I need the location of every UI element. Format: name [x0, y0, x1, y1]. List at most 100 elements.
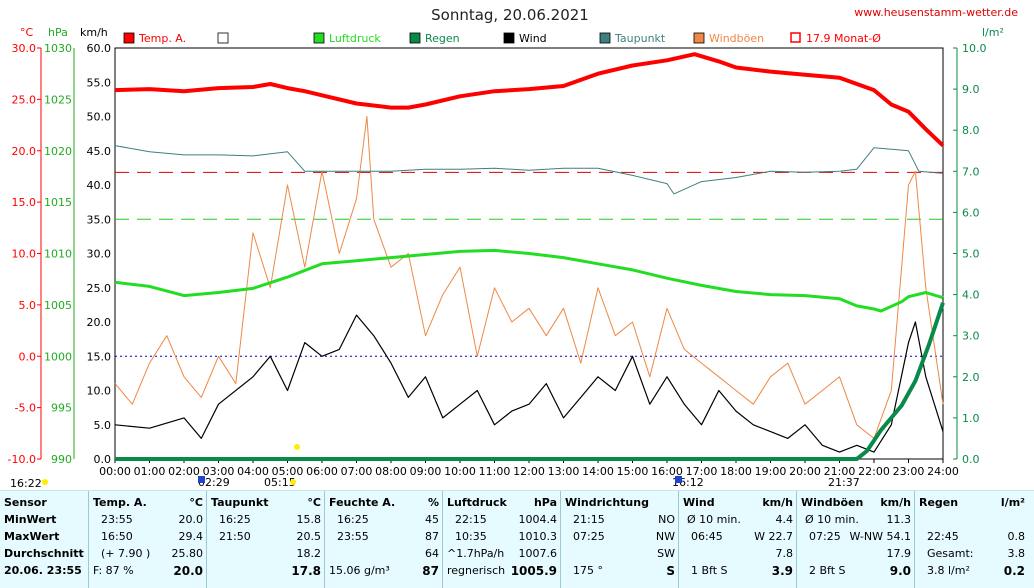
time-tick-label: 09:00 [410, 465, 442, 478]
time-tick-label: 10:00 [444, 465, 476, 478]
temp-now-row: F: 87 % 20.0 [93, 564, 203, 578]
rain-tick-label: 10.0 [962, 42, 987, 55]
regen-now-row: 3.8 l/m² 0.2 [927, 564, 1025, 578]
time-tick-label: 11:00 [479, 465, 511, 478]
legend-swatch [409, 32, 421, 44]
feuchte-avg-row: 64 [425, 547, 439, 560]
rain-tick-label: 6.0 [962, 206, 980, 219]
time-tick-label: 04:00 [237, 465, 269, 478]
taup-min-row: 16:25 15.8 [219, 513, 321, 526]
legend-swatch [217, 32, 229, 44]
time-tick-label: 20:00 [789, 465, 821, 478]
rain-tick-label: 0.0 [962, 453, 980, 466]
hpa-tick-label: 995 [51, 402, 72, 415]
temp-header: Temp. A. °C [93, 496, 203, 509]
kmh-tick-label: 15.0 [87, 350, 112, 363]
temp-tick-label: 0.0 [19, 350, 37, 363]
temp-min-row: 23:55 20.0 [101, 513, 203, 526]
series-line-wind [114, 314, 944, 453]
kmh-tick-label: 45.0 [87, 145, 112, 158]
time-markers: 16:22 02:29 05:15 16:12 21:37 [10, 444, 860, 490]
right-axis: 10.0 9.0 8.0 7.0 6.0 5.0 4.0 3.0 2.0 1.0 0.0 [953, 42, 987, 466]
time-tick-label: 13:00 [548, 465, 580, 478]
taup-header: Taupunkt °C [211, 496, 321, 509]
time-tick-label: 14:00 [582, 465, 614, 478]
moon-marker [675, 476, 682, 483]
site-link[interactable]: www.heusenstamm-wetter.de [854, 6, 1018, 19]
temp-avg-row: (+ 7.90 ) 25.80 [101, 547, 203, 560]
richtung-header: Windrichtung [565, 496, 649, 509]
hpa-tick-label: 1010 [44, 248, 72, 261]
time-tick-label: 02:00 [168, 465, 200, 478]
time-tick-label: 17:00 [686, 465, 718, 478]
now-label: 20.06. 23:55 [4, 564, 82, 577]
sensor-header: Sensor [4, 496, 47, 509]
info-col-wind: Wind km/h Ø 10 min. 4.4 06:45 W 22.7 7.8 1 … [678, 491, 797, 588]
kmh-tick-label: 5.0 [94, 419, 112, 432]
min-label: MinWert [4, 513, 57, 526]
druck-min-row: 22:15 1004.4 [455, 513, 557, 526]
info-col-regen: Regen l/m² 22:45 0.8 Gesamt: 3.8 3.8 l/m² 0.… [914, 491, 1029, 588]
left-axes: 30.0 25.0 20.0 15.0 10.0 5.0 0.0 -5.0 -10.0 1030 1… [8, 42, 111, 466]
wind-now-row: 1 Bft S 3.9 [691, 564, 793, 578]
time-tick-label: 00:00 [99, 465, 131, 478]
wind-min-row: Ø 10 min. 4.4 [687, 513, 793, 526]
feuchte-now-row: 15.06 g/m³ 87 [329, 564, 439, 578]
time-marker-label: 21:37 [828, 476, 860, 489]
hpa-tick-label: 990 [51, 453, 72, 466]
weather-chart: Sonntag, 20.06.2021 www.heusenstamm-wett… [8, 6, 1019, 490]
legend-swatch [599, 32, 611, 44]
kmh-tick-label: 55.0 [87, 76, 112, 89]
rain-tick-label: 3.0 [962, 330, 980, 343]
temp-tick-label: 10.0 [12, 248, 37, 261]
boeen-min-row: Ø 10 min. 11.3 [805, 513, 911, 526]
feuchte-max-row: 23:55 87 [337, 530, 439, 543]
info-col-taupunkt: Taupunkt °C 16:25 15.8 21:50 20.5 18.2 17.8 [206, 491, 325, 588]
time-marker-label: 16:22 [10, 477, 42, 490]
druck-max-row: 10:35 1010.3 [455, 530, 557, 543]
time-tick-label: 21:00 [824, 465, 856, 478]
sun-marker [290, 479, 296, 485]
richtung-max-row: 07:25 NW [573, 530, 675, 543]
info-col-feuchte: Feuchte A.% 16:25 45 23:55 87 64 15.06 g/m… [324, 491, 443, 588]
time-tick-label: 19:00 [755, 465, 787, 478]
kmh-tick-label: 10.0 [87, 385, 112, 398]
hpa-unit-label: hPa [48, 26, 68, 39]
temp-tick-label: 25.0 [12, 93, 37, 106]
temp-tick-label: 30.0 [12, 42, 37, 55]
legend-swatch [123, 32, 135, 44]
series-line-luftdruck [114, 248, 944, 313]
info-col-temp: Temp. A. °C 23:55 20.0 16:50 29.4 (+ 7.90 )… [88, 491, 207, 588]
rain-tick-label: 2.0 [962, 371, 980, 384]
rain-tick-label: 9.0 [962, 83, 980, 96]
kmh-tick-label: 25.0 [87, 282, 112, 295]
temp-tick-label: 5.0 [19, 299, 37, 312]
legend-label: Luftdruck [329, 32, 381, 45]
chart-title: Sonntag, 20.06.2021 [431, 6, 589, 24]
time-tick-label: 23:00 [893, 465, 925, 478]
kmh-tick-label: 0.0 [94, 453, 112, 466]
temp-max-row: 16:50 29.4 [101, 530, 203, 543]
regen-avg-row: Gesamt: 3.8 [927, 547, 1025, 560]
time-tick-label: 12:00 [513, 465, 545, 478]
legend-label: Windböen [709, 32, 764, 45]
rain-tick-label: 7.0 [962, 165, 980, 178]
rain-tick-label: 4.0 [962, 289, 980, 302]
time-tick-label: 03:00 [203, 465, 235, 478]
series-line-regen [115, 302, 945, 461]
time-marker-label: 05:15 [264, 476, 296, 489]
legend-swatch [503, 32, 515, 44]
info-col-richtung: Windrichtung 21:15 NO 07:25 NW SW 175 ° S [560, 491, 679, 588]
druck-now-row: regnerisch 1005.9 [447, 564, 557, 578]
info-col-druck: Luftdruck hPa 22:15 1004.4 10:35 1010.3 ^1.… [442, 491, 561, 588]
boeen-max-row: 07:25 W-NW 54.1 [809, 530, 911, 543]
boeen-header: Windböen km/h [801, 496, 911, 509]
rain-unit-label: l/m² [982, 26, 1004, 39]
info-table: Sensor MinWert MaxWert Durchschnitt 20.0… [0, 490, 1034, 588]
feuchte-header: Feuchte A.% [329, 496, 439, 509]
max-label: MaxWert [4, 530, 60, 543]
rain-tick-label: 1.0 [962, 412, 980, 425]
temp-tick-label: -10.0 [8, 453, 36, 466]
time-tick-label: 06:00 [306, 465, 338, 478]
time-tick-label: 05:00 [272, 465, 304, 478]
